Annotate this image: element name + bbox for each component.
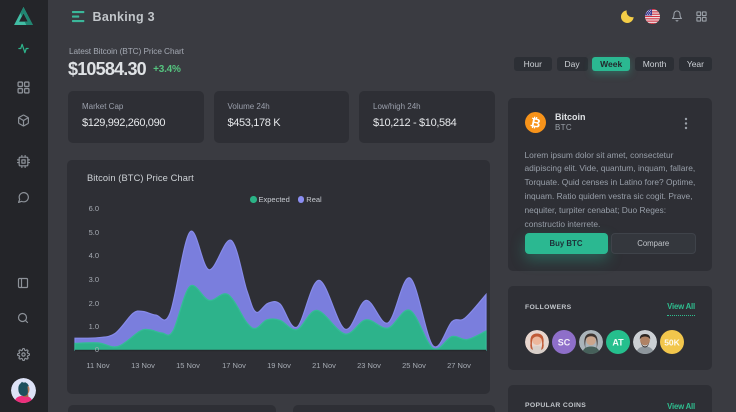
svg-text:₿: ₿ [529, 115, 542, 131]
svg-text:50K: 50K [664, 338, 680, 348]
svg-text:SC: SC [557, 338, 570, 348]
svg-text:AT: AT [612, 338, 624, 348]
